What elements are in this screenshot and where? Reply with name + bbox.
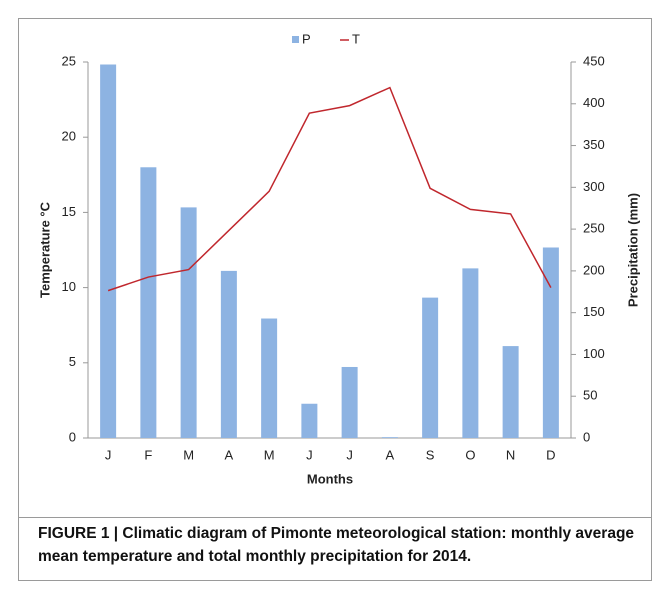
- legend-label: P: [302, 31, 311, 46]
- line: [107, 86, 552, 292]
- bar: [140, 167, 157, 438]
- separator: [18, 517, 652, 518]
- x-tick-label: D: [546, 447, 555, 462]
- y2-tick-label: 250: [583, 221, 605, 236]
- x-tick-label: F: [144, 447, 152, 462]
- y2-tick-label: 50: [583, 388, 597, 403]
- x-tick-label: N: [506, 447, 515, 462]
- y2-tick-label: 150: [583, 304, 605, 319]
- bar: [422, 297, 439, 438]
- y2-tick-label: 450: [583, 53, 605, 68]
- bar: [341, 366, 358, 438]
- x-tick-label: A: [386, 447, 395, 462]
- bar: [381, 437, 398, 438]
- y-tick-label: 25: [62, 53, 76, 68]
- y-tick-label: 15: [62, 204, 76, 219]
- bar: [462, 268, 479, 438]
- chart: Months Temperature °C Precipitation (mm)…: [37, 31, 640, 486]
- x-tick-label: J: [346, 447, 353, 462]
- caption: FIGURE 1 | Climatic diagram of Pimonte m…: [38, 525, 635, 565]
- legend-swatch: [292, 36, 299, 43]
- bar: [220, 270, 237, 438]
- x-tick-label: M: [183, 447, 194, 462]
- bar: [502, 346, 519, 438]
- y2-tick-label: 400: [583, 95, 605, 110]
- x-tick-label: O: [465, 447, 475, 462]
- y-tick-label: 0: [69, 429, 76, 444]
- x-tick-label: S: [426, 447, 435, 462]
- bar: [180, 207, 197, 438]
- figure-frame: [18, 18, 652, 581]
- y-tick-label: 10: [62, 279, 76, 294]
- y2-tick-label: 0: [583, 429, 590, 444]
- x-tick-label: J: [105, 447, 112, 462]
- x-tick-label: A: [225, 447, 234, 462]
- bar: [100, 64, 117, 439]
- x-tick-label: J: [306, 447, 313, 462]
- bar: [301, 403, 318, 438]
- x-tick-label: M: [264, 447, 275, 462]
- bar: [261, 318, 278, 438]
- y-axis-title: Temperature °C: [37, 201, 52, 298]
- y2-tick-label: 100: [583, 346, 605, 361]
- y-tick-label: 20: [62, 129, 76, 144]
- y2-tick-label: 350: [583, 137, 605, 152]
- y2-axis-title: Precipitation (mm): [625, 193, 640, 307]
- y-tick-label: 5: [69, 354, 76, 369]
- bar: [542, 247, 559, 438]
- legend-label: T: [352, 31, 360, 46]
- y2-tick-label: 200: [583, 262, 605, 277]
- y2-tick-label: 300: [583, 179, 605, 194]
- x-axis-title: Months: [307, 471, 353, 486]
